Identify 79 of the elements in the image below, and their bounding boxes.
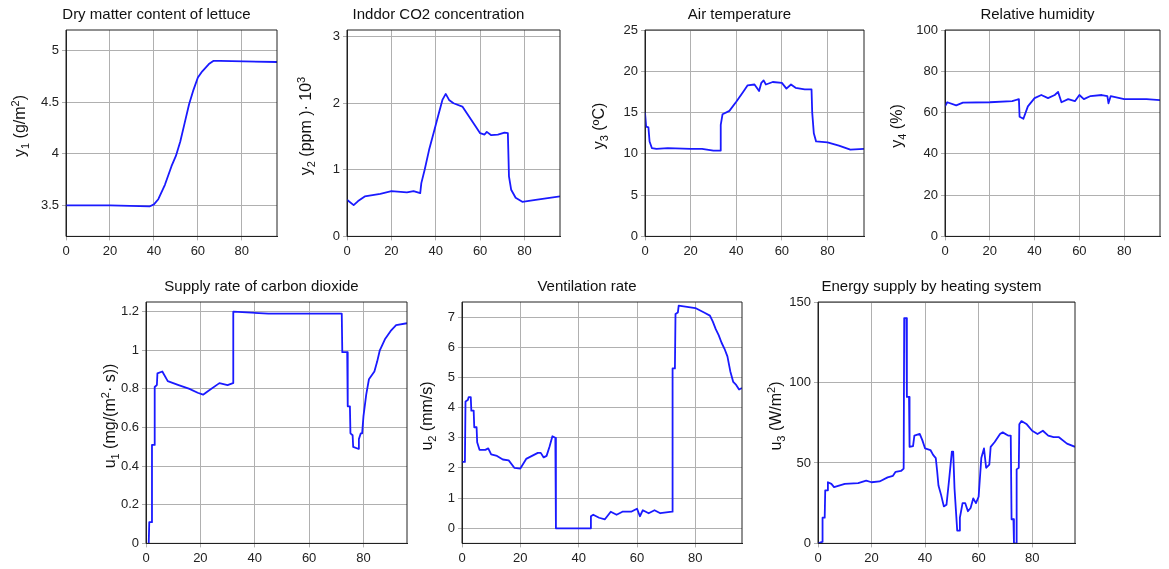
y-tick-label: 1 [332,161,340,177]
x-tick-label: 40 [428,242,443,258]
x-tick-label: 80 [356,549,371,565]
x-tick-label: 40 [247,549,262,565]
y-tick-label: 0 [930,227,938,243]
x-tick-label: 60 [301,549,317,565]
chart-title: Relative humidity [980,5,1096,23]
y-tick-label: 5 [51,42,59,58]
x-tick-label: 20 [193,549,208,565]
x-tick-label: 60 [190,242,206,258]
x-tick-label: 0 [941,242,949,258]
x-tick-label: 20 [864,549,879,565]
y-tick-label: 20 [923,186,938,202]
chart-title: Dry matter content of lettuce [62,5,251,23]
y-tick-label: 3 [447,429,455,445]
x-tick-label: 60 [774,242,790,258]
y-tick-label: 3.5 [40,197,59,213]
y-tick-label: 0 [803,534,811,550]
x-tick-label: 80 [1116,242,1132,258]
x-tick-label: 0 [641,242,649,258]
y-tick-label: 0.6 [120,419,139,435]
y-tick-label: 40 [923,145,938,161]
x-tick-label: 20 [513,549,528,565]
y-tick-label: 1.2 [120,303,139,319]
y-tick-label: 2 [332,94,340,110]
y-tick-label: 4 [447,399,455,415]
x-tick-label: 40 [1027,242,1042,258]
x-tick-label: 20 [982,242,998,258]
y-tick-label: 2 [447,459,455,475]
y-tick-label: 0.8 [120,380,139,396]
y-tick-label: 1 [447,489,455,505]
x-tick-label: 0 [814,549,822,565]
y-tick-label: 100 [789,374,811,390]
y-tick-label: 5 [630,186,638,202]
x-tick-label: 20 [384,242,399,258]
chart-title: Energy supply by heating system [821,277,1042,295]
x-tick-label: 0 [142,549,150,565]
y-tick-label: 25 [623,21,638,37]
y-tick-label: 15 [623,104,638,120]
x-tick-label: 40 [146,242,162,258]
chart-title: Supply rate of carbon dioxide [164,277,359,295]
x-tick-label: 0 [458,549,466,565]
x-tick-label: 80 [517,242,532,258]
y-tick-label: 80 [923,62,938,78]
y-tick-label: 50 [796,454,811,470]
y-tick-label: 6 [447,338,455,354]
y-tick-label: 20 [623,62,638,78]
y-tick-label: 150 [789,293,811,309]
chart-title: Ventilation rate [537,277,637,295]
x-tick-label: 60 [1072,242,1087,258]
y-tick-label: 100 [916,21,938,37]
y-tick-label: 0.4 [120,457,139,473]
x-tick-label: 60 [472,242,488,258]
x-tick-label: 80 [1024,549,1040,565]
x-tick-label: 40 [729,242,744,258]
y-tick-label: 0 [131,534,139,550]
chart-title: Air temperature [687,5,792,23]
y-tick-label: 0 [332,227,340,243]
x-tick-label: 0 [343,242,351,258]
y-tick-label: 3 [332,28,340,44]
y-tick-label: 4 [51,145,59,161]
y-tick-label: 10 [623,145,638,161]
x-tick-label: 20 [683,242,698,258]
x-tick-label: 40 [571,549,586,565]
y-tick-label: 4.5 [40,93,59,109]
x-tick-label: 80 [688,549,703,565]
y-tick-label: 7 [447,308,455,324]
chart-title: Inddor CO2 concentration [352,5,525,23]
y-tick-label: 1 [131,341,139,357]
x-tick-label: 60 [971,549,986,565]
y-tick-label: 0 [447,519,455,535]
x-tick-label: 0 [62,242,70,258]
y-tick-label: 60 [923,104,938,120]
y-tick-label: 0.2 [120,496,139,512]
y-tick-label: 5 [447,369,455,385]
x-tick-label: 80 [234,242,250,258]
y-tick-label: 0 [630,227,638,243]
x-tick-label: 80 [820,242,835,258]
x-tick-label: 20 [102,242,118,258]
